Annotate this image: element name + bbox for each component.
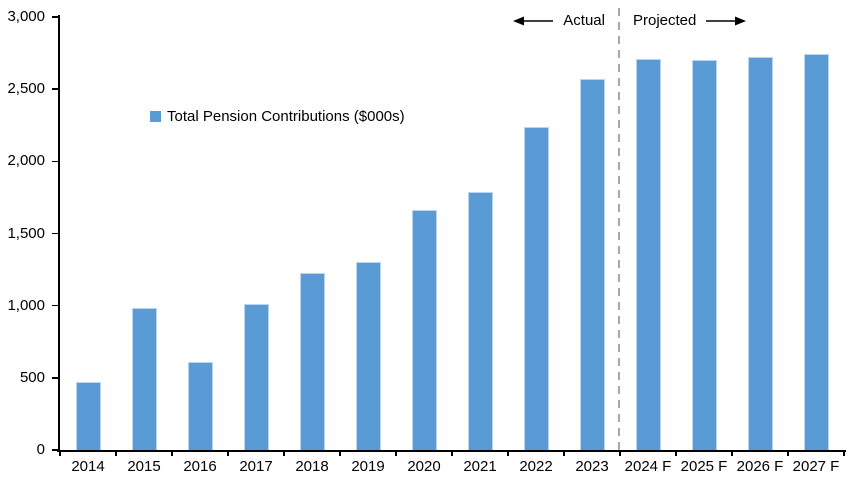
y-axis-tick — [52, 304, 59, 307]
x-axis-label: 2017 — [239, 458, 273, 475]
bar — [635, 59, 661, 450]
x-axis-tick — [619, 451, 621, 456]
x-axis-label: 2016 — [183, 458, 217, 475]
bar — [243, 304, 269, 450]
bar — [187, 362, 213, 450]
x-axis-label: 2026 F — [736, 458, 784, 475]
y-axis-label: 1,500 — [7, 224, 45, 242]
x-axis-tick — [339, 451, 341, 456]
bar — [355, 262, 381, 450]
right-arrow-icon — [706, 16, 747, 26]
bar — [747, 57, 773, 450]
y-axis-label: 0 — [36, 441, 45, 458]
x-axis-label: 2027 F — [792, 458, 840, 475]
y-axis-label: 3,000 — [7, 8, 45, 25]
y-axis-tick — [52, 449, 59, 451]
y-axis-label: 500 — [19, 368, 45, 386]
bar — [75, 382, 101, 450]
y-axis-label: 2,500 — [7, 80, 45, 98]
x-axis-label: 2020 — [407, 458, 441, 475]
y-axis-label: 1,000 — [7, 296, 45, 314]
bar — [467, 192, 493, 450]
bar — [411, 210, 437, 450]
y-axis-tick — [52, 88, 59, 90]
x-axis-tick — [451, 451, 453, 456]
y-axis-tick — [52, 16, 59, 18]
x-axis-tick — [507, 451, 509, 456]
x-axis-tick — [731, 451, 733, 456]
legend-marker-icon — [150, 111, 161, 122]
x-axis-label: 2025 F — [680, 458, 728, 475]
y-axis-label: 2,000 — [7, 152, 45, 170]
legend-label: Total Pension Contributions ($000s) — [167, 108, 405, 125]
x-axis-tick — [227, 451, 229, 456]
x-axis-label: 2023 — [575, 458, 609, 475]
bar — [131, 308, 157, 450]
x-axis-tick — [563, 451, 565, 456]
x-axis-label: 2024 F — [624, 458, 672, 475]
x-axis-label: 2018 — [295, 458, 329, 475]
x-axis-tick — [171, 451, 173, 456]
x-axis-line — [57, 449, 846, 452]
projected-label: Projected — [633, 12, 697, 29]
y-axis-tick — [52, 232, 59, 235]
actual-projected-divider — [618, 8, 620, 450]
x-axis-label: 2021 — [463, 458, 497, 475]
x-axis-label: 2022 — [519, 458, 553, 475]
x-axis-label: 2019 — [351, 458, 385, 475]
x-axis-tick — [283, 451, 285, 456]
bar — [579, 79, 605, 450]
bar — [691, 60, 717, 450]
x-axis-label: 2015 — [127, 458, 161, 475]
left-arrow-icon — [513, 16, 554, 26]
x-axis-tick — [115, 451, 117, 456]
x-axis-label: 2014 — [71, 458, 105, 475]
actual-label: Actual — [563, 12, 605, 29]
y-axis-tick — [52, 377, 59, 379]
bar — [803, 54, 829, 450]
x-axis-tick — [59, 451, 61, 456]
legend: Total Pension Contributions ($000s) — [150, 108, 405, 125]
actual-annotation: Actual — [513, 12, 605, 30]
y-axis-tick — [52, 160, 59, 163]
x-axis-tick — [787, 451, 789, 456]
projected-annotation: Projected — [633, 12, 747, 30]
bar — [523, 127, 549, 450]
x-axis-tick — [675, 451, 677, 456]
x-axis-tick — [395, 451, 397, 456]
x-axis-tick — [843, 451, 845, 456]
bar — [299, 273, 325, 450]
